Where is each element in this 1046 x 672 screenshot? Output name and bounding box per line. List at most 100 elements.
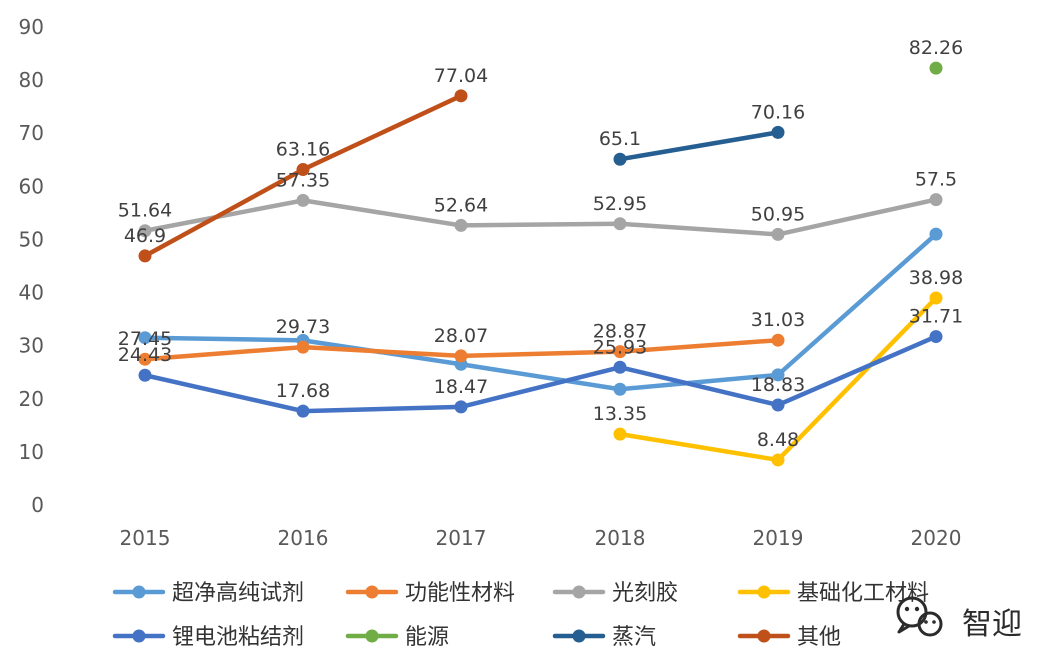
data-label: 63.16 (276, 139, 330, 161)
y-tick-label: 90 (19, 15, 44, 39)
data-label: 70.16 (751, 101, 805, 123)
data-point (929, 227, 943, 241)
data-point (929, 61, 943, 75)
data-point (296, 193, 310, 207)
data-label: 28.07 (434, 325, 488, 347)
data-label: 57.35 (276, 169, 330, 191)
y-tick-label: 40 (19, 281, 44, 305)
data-point (613, 217, 627, 231)
x-tick-label: 2019 (753, 526, 804, 550)
data-point (454, 400, 468, 414)
data-label: 13.35 (593, 403, 647, 425)
data-label: 27.45 (118, 328, 172, 350)
data-label: 52.64 (434, 194, 488, 216)
y-tick-label: 80 (19, 68, 44, 92)
data-point (929, 193, 943, 207)
data-label: 50.95 (751, 203, 805, 225)
legend-label: 蒸汽 (612, 625, 656, 650)
data-point (454, 349, 468, 363)
data-point (138, 352, 152, 366)
data-label: 57.5 (915, 169, 957, 191)
data-label: 51.64 (118, 200, 172, 222)
data-label: 65.1 (599, 128, 641, 150)
legend-swatch-marker (132, 585, 146, 599)
x-tick-label: 2017 (436, 526, 487, 550)
data-point (771, 368, 785, 382)
data-point (613, 360, 627, 374)
data-point (771, 453, 785, 467)
data-label: 31.03 (751, 309, 805, 331)
data-label: 31.71 (909, 306, 963, 328)
legend-label: 能源 (405, 625, 449, 650)
data-point (771, 125, 785, 139)
data-label: 82.26 (909, 37, 963, 59)
data-label: 77.04 (434, 65, 488, 87)
data-point (613, 345, 627, 359)
data-point (771, 227, 785, 241)
data-label: 17.68 (276, 380, 330, 402)
legend-swatch-marker (365, 585, 379, 599)
data-point (613, 427, 627, 441)
legend-swatch-marker (572, 585, 586, 599)
y-tick-label: 70 (19, 121, 44, 145)
y-tick-label: 20 (19, 387, 44, 411)
legend-swatch-marker (572, 629, 586, 643)
series-line (617, 130, 781, 162)
data-point (771, 333, 785, 347)
plot-area: 0 10 20 30 40 50 60 70 80 90 2015 2016 2017 2018 2019 2… (19, 15, 962, 550)
legend-label: 基础化工材料 (797, 581, 929, 606)
x-tick-label: 2015 (120, 526, 171, 550)
legend-swatch-marker (757, 629, 771, 643)
legend-label: 其他 (797, 625, 841, 650)
data-point (138, 368, 152, 382)
data-label: 46.9 (124, 225, 166, 247)
data-point (296, 404, 310, 418)
data-label: 18.83 (751, 374, 805, 396)
legend-swatch-marker (365, 629, 379, 643)
data-point (296, 340, 310, 354)
x-tick-label: 2016 (278, 526, 329, 550)
legend-label: 光刻胶 (612, 581, 678, 606)
data-point (138, 224, 152, 238)
data-point (613, 382, 627, 396)
legend-swatch-marker (757, 585, 771, 599)
data-point (929, 330, 943, 344)
data-point (929, 291, 943, 305)
wechat-icon (896, 596, 943, 637)
series-line (142, 334, 939, 414)
legend-label: 锂电池粘结剂 (172, 625, 304, 650)
x-tick-label: 2018 (595, 526, 646, 550)
data-label: 28.87 (593, 321, 647, 343)
data-point (454, 89, 468, 103)
data-label: 24.43 (118, 344, 172, 366)
data-label: 38.98 (909, 267, 963, 289)
data-label: 52.95 (593, 193, 647, 215)
legend-swatch-marker (132, 629, 146, 643)
data-point (138, 249, 152, 263)
data-point (138, 331, 152, 345)
y-tick-label: 50 (19, 227, 44, 251)
data-label: 8.48 (757, 429, 799, 451)
data-point (771, 398, 785, 412)
watermark-text: 智迎 (962, 607, 1022, 642)
data-point (613, 152, 627, 166)
y-tick-label: 0 (31, 493, 44, 517)
legend-label: 功能性材料 (405, 581, 515, 606)
x-tick-label: 2020 (911, 526, 962, 550)
data-label: 25.93 (593, 336, 647, 358)
y-tick-label: 30 (19, 334, 44, 358)
data-point (454, 218, 468, 232)
y-tick-label: 10 (19, 440, 44, 464)
legend-label: 超净高纯试剂 (172, 581, 304, 606)
series-line (142, 197, 939, 237)
watermark: 智迎 (896, 596, 1022, 642)
y-tick-label: 60 (19, 174, 44, 198)
data-point (296, 163, 310, 177)
data-label: 18.47 (434, 376, 488, 398)
data-label: 29.73 (276, 316, 330, 338)
series-line (142, 231, 939, 392)
